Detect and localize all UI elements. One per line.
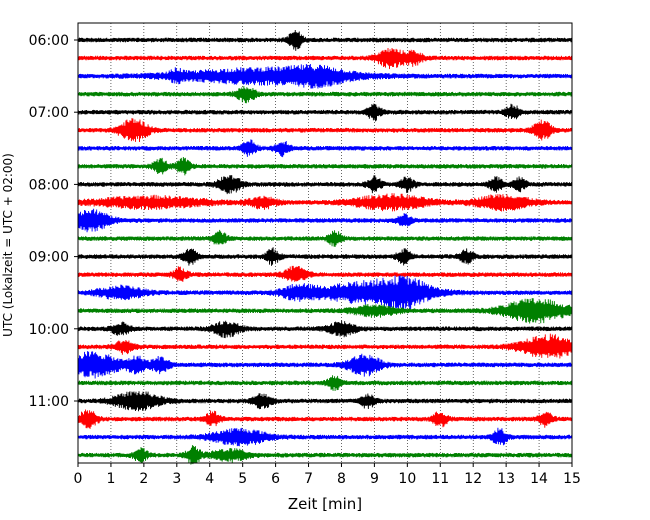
- x-tick-label: 1: [106, 471, 115, 487]
- trace-row: [77, 193, 573, 212]
- x-tick-label: 15: [563, 471, 581, 487]
- x-tick-label: 11: [431, 471, 449, 487]
- trace-row: [77, 86, 573, 104]
- trace-row: [77, 265, 573, 282]
- vertical-grid: [110, 23, 540, 463]
- trace-row: [77, 427, 573, 447]
- trace-row: [77, 103, 573, 122]
- seismic-traces: [77, 29, 573, 465]
- trace-row: [77, 208, 573, 233]
- x-tick-label: 6: [271, 471, 280, 487]
- plot-background: [78, 23, 572, 463]
- x-tick-label: 9: [370, 471, 379, 487]
- trace-row: [77, 445, 573, 465]
- trace-row: [77, 118, 573, 142]
- x-tick-label: 14: [530, 471, 548, 487]
- x-tick-label: 4: [205, 471, 214, 487]
- y-tick-label: 10:00: [29, 322, 69, 338]
- x-axis-ticks: 0 1 2 3 4 5 6 7 8 9 10 11 12 13 14 15: [74, 463, 581, 487]
- x-tick-label: 10: [398, 471, 416, 487]
- trace-row: [77, 48, 573, 70]
- trace-row: [77, 247, 573, 266]
- x-tick-label: 0: [74, 471, 83, 487]
- x-tick-label: 8: [337, 471, 346, 487]
- y-tick-label: 11:00: [29, 394, 69, 410]
- trace-row: [77, 229, 573, 247]
- trace-row: [77, 375, 573, 391]
- x-tick-label: 3: [172, 471, 181, 487]
- x-tick-label: 13: [497, 471, 515, 487]
- y-tick-label: 09:00: [29, 250, 69, 266]
- y-tick-label: 06:00: [29, 33, 69, 49]
- trace-row: [77, 351, 573, 379]
- y-axis-label: UTC (Lokalzeit = UTC + 02:00): [1, 153, 15, 337]
- x-tick-label: 2: [139, 471, 148, 487]
- trace-row: [77, 409, 573, 429]
- y-axis-ticks: 06:00 07:00 08:00 09:00 10:00 11:00: [29, 33, 78, 410]
- x-axis-label: Zeit [min]: [288, 495, 362, 513]
- trace-row: [77, 29, 573, 51]
- trace-row: [77, 63, 573, 89]
- x-tick-label: 12: [464, 471, 482, 487]
- trace-row: [77, 333, 573, 359]
- trace-row: [77, 275, 573, 311]
- trace-row: [77, 320, 573, 339]
- plot-frame: [77, 22, 573, 464]
- trace-row: [77, 175, 573, 195]
- trace-row: [77, 391, 573, 412]
- trace-row: [77, 156, 573, 176]
- y-tick-label: 08:00: [29, 177, 69, 193]
- trace-row: [77, 139, 573, 158]
- x-tick-label: 7: [304, 471, 313, 487]
- y-tick-label: 07:00: [29, 105, 69, 121]
- x-tick-label: 5: [238, 471, 247, 487]
- trace-row: [77, 298, 573, 324]
